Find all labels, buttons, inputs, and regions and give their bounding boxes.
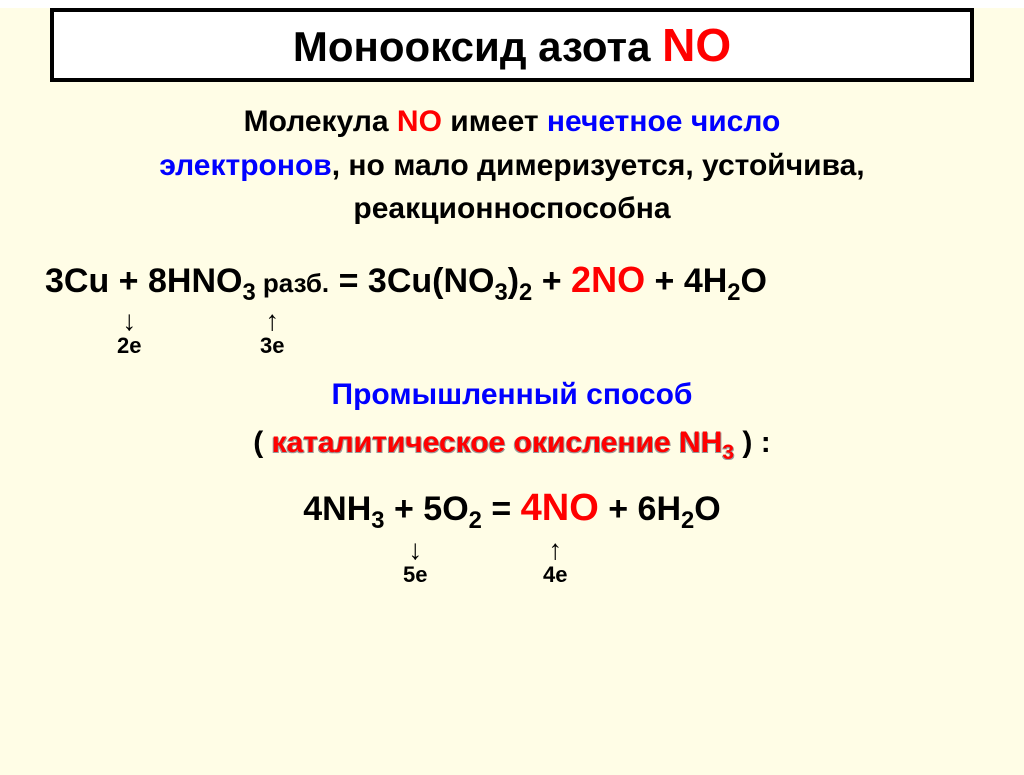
equation-2: 4NH3 + 5O2 = 4NO + 6H2O <box>45 487 979 535</box>
intro-text: Молекула NO имеет нечетное число электро… <box>45 100 979 231</box>
slide: Монооксид азота NO Молекула NO имеет неч… <box>0 8 1024 775</box>
equation-1: 3Cu + 8HNO3 разб. = 3Cu(NO3)2 + 2NO + 4H… <box>45 259 979 307</box>
electron-arrows-2: ↓ 5e ↑ 4e <box>45 537 979 607</box>
title-formula: NO <box>662 19 731 71</box>
title-box: Монооксид азота NO <box>50 8 974 82</box>
arrow-up-2: ↑ 4e <box>543 537 567 588</box>
electron-arrows-1: ↓ 2e ↑ 3e <box>45 308 979 378</box>
catalytic-subtitle: ( каталитическое окисление NH3 ) : <box>45 426 979 465</box>
arrow-down-2: ↓ 5e <box>403 537 427 588</box>
industrial-heading: Промышленный способ <box>45 378 979 412</box>
content: Молекула NO имеет нечетное число электро… <box>0 82 1024 607</box>
arrow-down-1: ↓ 2e <box>117 308 141 359</box>
title-text: Монооксид азота <box>293 23 662 70</box>
arrow-up-1: ↑ 3e <box>260 308 284 359</box>
